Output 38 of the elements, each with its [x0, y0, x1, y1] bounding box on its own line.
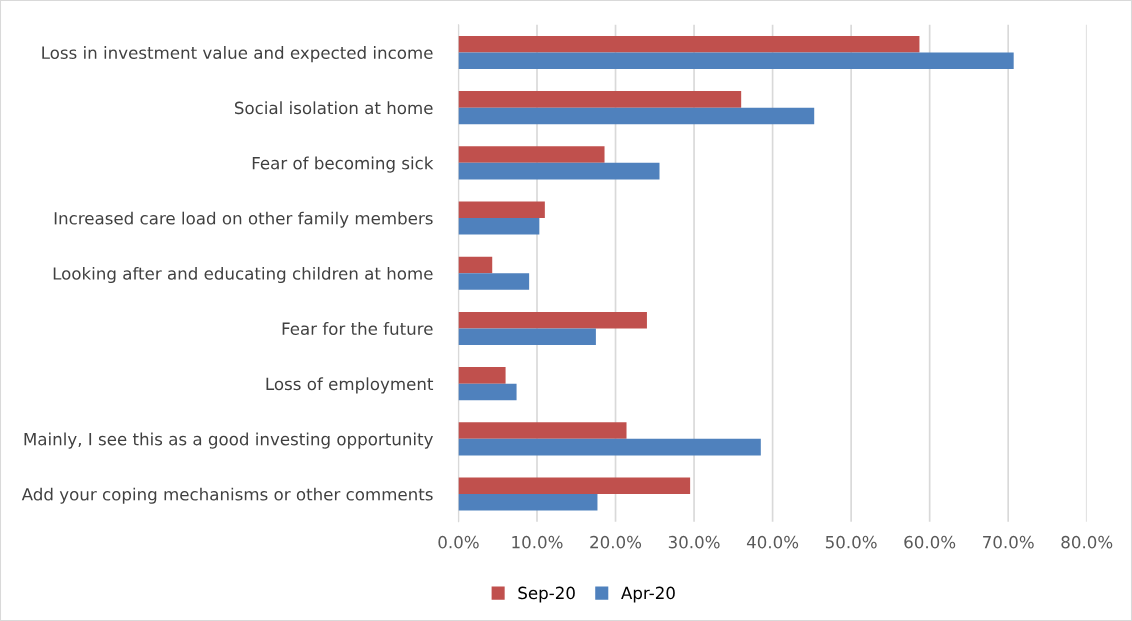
bar — [458, 35, 920, 53]
y-tick-label: Social isolation at home — [234, 101, 433, 115]
y-tick-label: Fear of becoming sick — [252, 156, 434, 173]
y-tick-label: Add your coping mechanisms or other comments — [21, 487, 433, 504]
y-tick-label: Fear for the future — [282, 322, 433, 336]
bar — [458, 256, 493, 274]
y-tick-label: Loss of employment — [266, 377, 434, 394]
x-tick-label: 50.0% — [825, 535, 877, 549]
bar — [458, 201, 545, 219]
x-tick-label: 40.0% — [746, 535, 799, 549]
bar — [458, 52, 1014, 69]
bar — [458, 328, 596, 345]
bar — [458, 311, 647, 329]
x-tick-label: 80.0% — [1061, 535, 1113, 549]
bar — [458, 273, 530, 290]
y-tick-label: Mainly, I see this as a good investing opportunity — [24, 432, 433, 449]
x-tick-label: 20.0% — [590, 535, 642, 549]
x-tick-label: 60.0% — [904, 535, 956, 549]
bar — [458, 477, 691, 495]
bar — [458, 107, 815, 125]
y-tick-label: Increased care load on other family members — [54, 211, 433, 228]
y-tick-label: Loss in investment value and expected income — [42, 46, 433, 63]
x-tick-label: 30.0% — [668, 535, 720, 549]
bar — [458, 438, 761, 456]
x-tick-label: 0.0% — [438, 535, 479, 549]
x-tick-label: 10.0% — [512, 535, 563, 549]
legend-label: Sep-20 — [518, 586, 575, 603]
bar — [458, 162, 660, 180]
bar — [458, 218, 540, 235]
legend-label: Apr-20 — [621, 586, 675, 603]
bar — [458, 494, 598, 511]
x-tick-label: 70.0% — [983, 535, 1034, 549]
bar — [458, 422, 627, 439]
y-tick-label: Looking after and educating children at home — [53, 266, 433, 284]
bar — [458, 146, 605, 163]
bar — [458, 91, 742, 108]
bar — [458, 383, 517, 401]
bar — [458, 367, 506, 384]
